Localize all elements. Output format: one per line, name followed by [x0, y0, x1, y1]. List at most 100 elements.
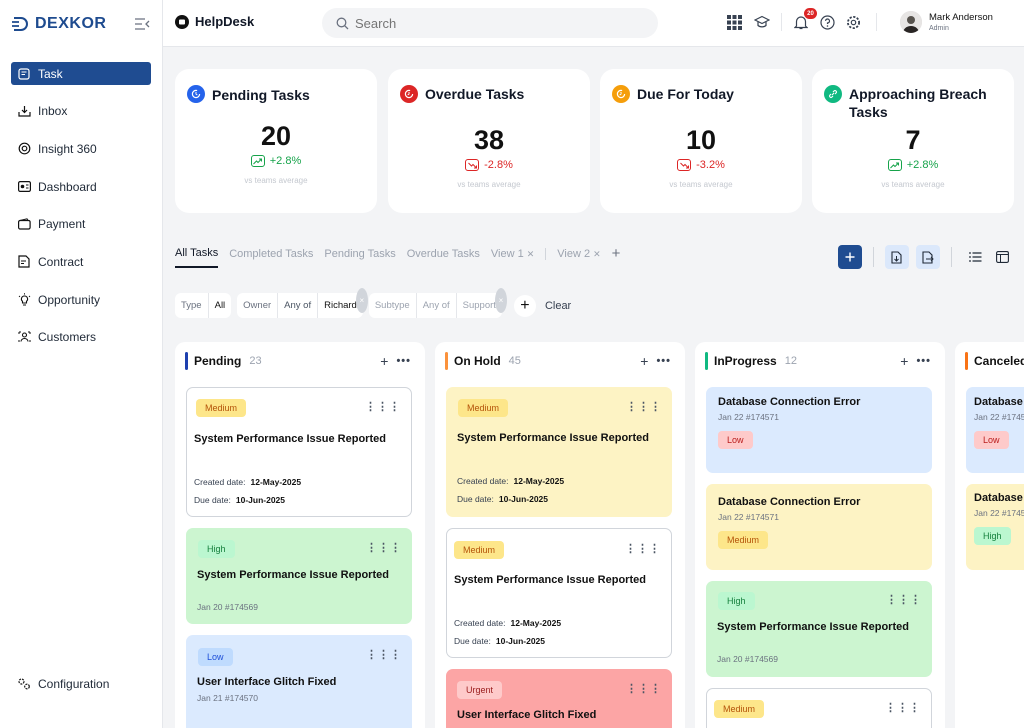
card-title: Database Connection Error: [718, 396, 861, 408]
card-menu-icon[interactable]: ⋮⋮⋮: [365, 401, 401, 413]
more-options-icon[interactable]: •••: [396, 355, 411, 367]
graduation-cap-icon[interactable]: [753, 13, 771, 31]
add-card-plus-icon[interactable]: +: [900, 353, 909, 369]
card-menu-icon[interactable]: ⋮⋮⋮: [626, 401, 662, 413]
stat-change: +2.8%: [812, 159, 1014, 171]
filter-type[interactable]: Type All: [175, 293, 232, 318]
remove-filter-icon[interactable]: ×: [355, 288, 368, 313]
priority-badge: Low: [974, 431, 1009, 449]
user-role: Admin: [929, 25, 949, 32]
column-header: On Hold 45 + •••: [435, 342, 685, 380]
priority-badge: High: [198, 540, 235, 558]
tab-view-2[interactable]: View 2 ✕: [557, 248, 600, 267]
column-color-bar: [705, 352, 708, 370]
add-task-button[interactable]: [838, 245, 862, 269]
sidebar-item-insight-360[interactable]: Insight 360: [11, 137, 151, 160]
kanban-column-pending: Pending 23 + ••• Medium ⋮⋮⋮ System Perfor…: [175, 342, 425, 728]
more-options-icon[interactable]: •••: [656, 355, 671, 367]
sidebar-item-inbox[interactable]: Inbox: [11, 100, 151, 123]
close-icon[interactable]: ✕: [526, 248, 535, 259]
help-icon[interactable]: [818, 13, 836, 31]
sidebar-item-customers[interactable]: Customers: [11, 326, 151, 349]
tab-completed-tasks[interactable]: Completed Tasks: [229, 247, 314, 260]
card-menu-icon[interactable]: ⋮⋮⋮: [366, 542, 402, 554]
card-menu-icon[interactable]: ⋮⋮⋮: [366, 649, 402, 661]
stat-header: Approaching Breach Tasks: [824, 85, 1004, 121]
card-meta: Jan 20 #174569: [197, 602, 258, 612]
tab-pending-tasks[interactable]: Pending Tasks: [324, 247, 396, 260]
task-card[interactable]: Database Connection Error Jan 22 #174571…: [966, 484, 1024, 570]
card-menu-icon[interactable]: ⋮⋮⋮: [885, 702, 921, 714]
add-card-plus-icon[interactable]: +: [380, 353, 389, 369]
stat-card-due-today[interactable]: Due For Today 10 -3.2% vs teams average: [600, 69, 802, 213]
task-card[interactable]: Medium ⋮⋮⋮ System Performance Issue Repo…: [446, 528, 672, 658]
stat-card-approaching-breach[interactable]: Approaching Breach Tasks 7 +2.8% vs team…: [812, 69, 1014, 213]
export-button[interactable]: [916, 245, 940, 269]
card-menu-icon[interactable]: ⋮⋮⋮: [626, 683, 662, 695]
sidebar-item-task[interactable]: Task: [11, 62, 151, 85]
bell-icon[interactable]: 20: [792, 8, 817, 31]
task-card[interactable]: Database Connection Error Jan 22 #174571…: [706, 387, 932, 473]
remove-filter-icon[interactable]: ×: [494, 288, 507, 313]
import-button[interactable]: [885, 245, 909, 269]
priority-badge: Medium: [458, 399, 509, 417]
sidebar-item-configuration[interactable]: Configuration: [11, 672, 152, 695]
stat-card-overdue[interactable]: Overdue Tasks 38 -2.8% vs teams average: [388, 69, 590, 213]
clear-filters-button[interactable]: Clear: [544, 299, 572, 312]
stat-caption: vs teams average: [244, 176, 308, 185]
column-count: 23: [249, 355, 262, 367]
filter-owner[interactable]: Owner Any of Richard ×: [237, 288, 368, 318]
card-menu-icon[interactable]: ⋮⋮⋮: [886, 594, 922, 606]
task-card[interactable]: Medium ⋮⋮⋮: [706, 688, 932, 728]
task-card[interactable]: Database Connection Error Jan 22 #174571…: [706, 484, 932, 570]
close-icon[interactable]: ✕: [593, 248, 601, 259]
sidebar-item-opportunity[interactable]: Opportunity: [11, 288, 151, 311]
notification-badge: 20: [804, 8, 817, 19]
task-card[interactable]: Low ⋮⋮⋮ User Interface Glitch Fixed Jan …: [186, 635, 412, 728]
trend-down-icon: [677, 159, 692, 171]
card-created-date: Created date: 12-May-2025: [454, 618, 561, 628]
sidebar-item-dashboard[interactable]: Dashboard: [11, 175, 151, 198]
card-created-date: Created date: 12-May-2025: [194, 477, 301, 487]
task-card[interactable]: Medium ⋮⋮⋮ System Performance Issue Repo…: [446, 387, 672, 517]
task-card[interactable]: High ⋮⋮⋮ System Performance Issue Report…: [706, 581, 932, 677]
brand-name: DEXKOR: [35, 15, 107, 32]
sidebar-item-label: Task: [38, 66, 63, 81]
sidebar-item-payment[interactable]: Payment: [11, 213, 151, 236]
filter-subtype[interactable]: Subtype Any of Support ×: [368, 288, 507, 318]
collapse-sidebar-icon[interactable]: [134, 17, 150, 31]
customers-icon: [17, 330, 31, 344]
list-icon: [968, 252, 981, 262]
sidebar-item-contract[interactable]: Contract: [11, 250, 151, 273]
add-card-plus-icon[interactable]: +: [640, 353, 649, 369]
search-icon: [336, 17, 349, 29]
priority-badge: High: [718, 592, 755, 610]
dashboard-icon: [17, 180, 31, 194]
card-menu-icon[interactable]: ⋮⋮⋮: [625, 543, 661, 555]
add-filter-button[interactable]: +: [513, 294, 536, 317]
list-view-button[interactable]: [963, 245, 987, 269]
settings-gear-icon[interactable]: [844, 13, 862, 31]
board-view-button[interactable]: [990, 245, 1014, 269]
user-profile[interactable]: Mark Anderson Admin: [900, 11, 993, 33]
stat-card-pending[interactable]: Pending Tasks 20 +2.8% vs teams average: [175, 69, 377, 213]
brand-logo[interactable]: DEXKOR: [12, 15, 106, 33]
kanban-column-canceled: Canceled Database Connection Error Jan 2…: [955, 342, 1024, 728]
search-bar[interactable]: [322, 8, 658, 38]
task-card[interactable]: High ⋮⋮⋮ System Performance Issue Report…: [186, 528, 412, 624]
due-label: Due date:: [454, 636, 491, 646]
task-card[interactable]: Medium ⋮⋮⋮ System Performance Issue Repo…: [186, 387, 412, 517]
apps-grid-icon[interactable]: [725, 13, 743, 31]
tab-overdue-tasks[interactable]: Overdue Tasks: [406, 247, 480, 260]
tab-all-tasks[interactable]: All Tasks: [175, 247, 219, 268]
card-title: Database Connection Error: [718, 496, 861, 508]
tab-view-1[interactable]: View 1 ✕: [491, 248, 534, 267]
search-input[interactable]: [355, 15, 635, 31]
card-due-date: Due date: 10-Jun-2025: [454, 636, 545, 646]
add-tab-plus-icon[interactable]: +: [611, 245, 621, 262]
toolbar: [838, 245, 1014, 269]
more-options-icon[interactable]: •••: [916, 355, 931, 367]
due-label: Due date:: [457, 494, 494, 504]
task-card[interactable]: Database Connection Error Jan 22 #174571…: [966, 387, 1024, 473]
task-card[interactable]: Urgent ⋮⋮⋮ User Interface Glitch Fixed: [446, 669, 672, 728]
